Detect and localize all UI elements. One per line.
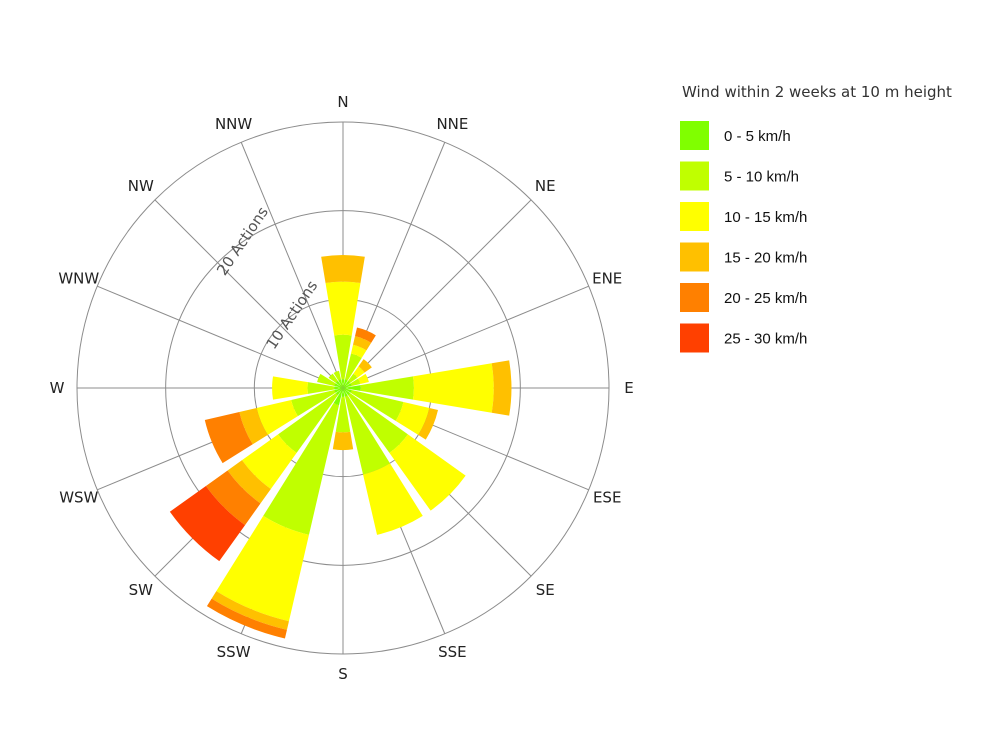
bar-N-series-2 [325,281,361,336]
bar-WSW-series-4 [204,412,253,464]
bar-NE-series-1 [348,373,358,383]
bar-NW-series-1 [328,373,338,383]
bar-SE-series-2 [389,434,466,511]
bar-WSW-series-2 [256,400,298,435]
bar-SE-series-0 [343,388,351,396]
bar-ESE-series-0 [343,388,352,393]
bar-NNW-series-0 [338,379,343,388]
bar-W-series-0 [334,386,343,390]
direction-label-SSW: SSW [217,643,251,661]
legend-swatch-5 [680,323,709,353]
legend-swatch-2 [680,202,709,231]
bar-WNW-series-1 [317,373,336,386]
direction-label-NNW: NNW [215,115,252,133]
direction-label-W: W [50,379,65,397]
direction-label-NW: NW [128,177,154,195]
bar-SSE-series-1 [345,395,390,475]
legend-label-4: 20 - 25 km/h [724,290,807,307]
legend-label-1: 5 - 10 km/h [724,169,799,186]
grid-spoke-NE [342,199,532,389]
legend-swatch-4 [680,283,709,312]
bar-SW-series-1 [278,393,338,453]
bar-SSE-series-2 [363,463,423,535]
grid-spoke-WNW [97,285,344,389]
bar-ESE-series-2 [395,402,430,435]
bar-SW-series-5 [169,485,246,562]
bar-SSW-series-4 [206,598,287,639]
bar-NNE-series-1 [345,353,362,381]
bar-SSW-series-3 [211,591,289,630]
bar-WSW-series-0 [334,388,343,393]
direction-label-ENE: ENE [592,270,622,288]
bar-SW-series-2 [242,434,297,489]
bar-N-series-1 [334,334,352,380]
grid-spoke-NNW [240,142,344,389]
bar-ENE-series-1 [350,378,361,386]
bar-SSW-series-1 [263,403,339,535]
direction-label-SW: SW [129,581,154,599]
grid-spoke-ENE [342,285,589,389]
bar-SSW-series-2 [216,515,309,622]
bar-NNE-series-2 [351,344,367,358]
bar-NNE-series-3 [353,336,372,351]
bar-E-series-2 [412,363,494,413]
bar-NE-series-3 [358,359,372,373]
bar-SW-series-4 [205,470,261,526]
legend-swatch-0 [680,121,709,150]
bar-ESE-series-1 [350,390,404,421]
bar-E-series-3 [491,360,512,416]
bar-ESE-series-3 [418,408,439,440]
legend-swatch-1 [680,161,709,191]
direction-label-SE: SE [536,581,555,599]
bar-NNW-series-1 [333,370,341,381]
grid-spoke-NW [154,199,344,389]
bar-SSE-series-0 [343,388,348,397]
bar-W-series-2 [272,376,309,400]
direction-label-SSE: SSE [438,643,467,661]
legend-label-5: 25 - 30 km/h [724,331,807,348]
bar-ENE-series-0 [343,383,352,388]
bar-W-series-1 [307,382,335,394]
bar-NE-series-0 [343,380,351,388]
legend-label-0: 0 - 5 km/h [724,128,791,145]
bar-S-series-1 [335,396,351,433]
bar-WSW-series-1 [291,390,336,417]
bar-E-series-0 [343,385,361,391]
bar-N-series-3 [321,254,365,284]
bar-NE-series-2 [353,366,365,378]
direction-label-NNE: NNE [436,115,468,133]
wind-bars [169,254,512,639]
bar-ENE-series-2 [358,373,369,384]
direction-label-N: N [337,93,348,111]
legend-label-2: 10 - 15 km/h [724,209,807,226]
direction-label-NE: NE [535,177,556,195]
bar-S-series-0 [341,388,345,397]
bar-SE-series-1 [348,393,408,453]
legend-swatch-3 [680,242,709,272]
legend: Wind within 2 weeks at 10 m height 0 - 5… [680,83,952,353]
direction-label-WSW: WSW [59,488,98,506]
bar-SSW-series-0 [333,388,343,406]
bar-N-series-0 [341,379,345,388]
bar-E-series-1 [360,376,414,400]
bar-SW-series-3 [227,460,271,504]
legend-label-3: 15 - 20 km/h [724,250,807,267]
ring-label-20: 20 Actions [213,203,272,278]
bar-NNE-series-4 [355,327,376,343]
direction-label-E: E [624,379,633,397]
direction-label-WNW: WNW [58,270,99,288]
direction-label-S: S [338,665,348,683]
bar-WNW-series-0 [334,383,343,388]
bar-SW-series-0 [335,388,343,396]
legend-title: Wind within 2 weeks at 10 m height [682,83,952,101]
bar-S-series-3 [332,431,354,451]
direction-label-ESE: ESE [593,488,621,506]
direction-labels: N NNE NE ENE E ESE SE SSE S SSW SW WSW W WNW NW NNW [50,93,634,683]
bar-WSW-series-3 [239,408,268,445]
bar-NNE-series-0 [343,379,348,388]
bar-NW-series-0 [335,380,343,388]
